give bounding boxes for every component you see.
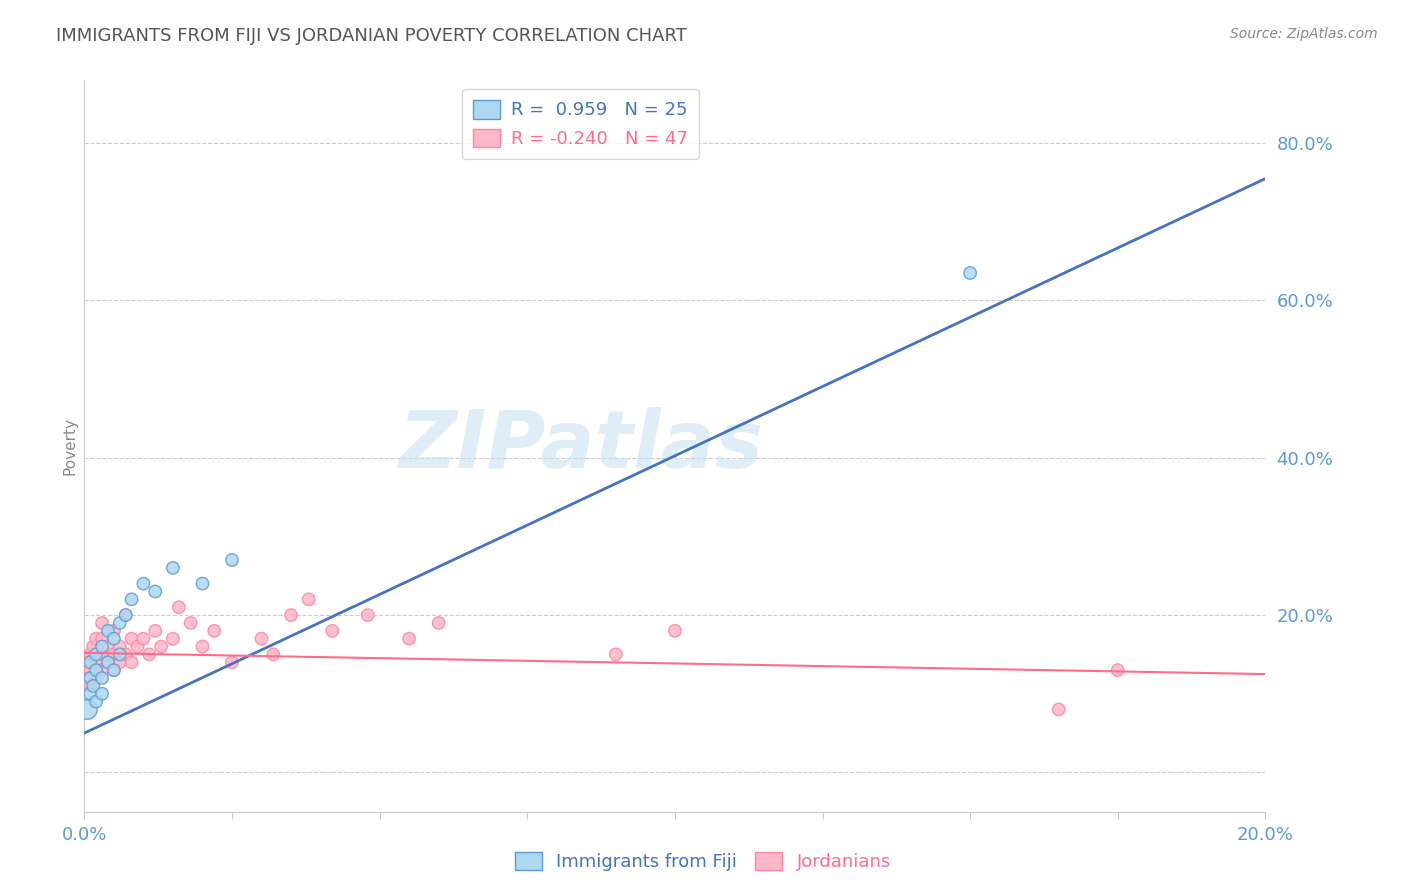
Point — [150, 640, 173, 654]
Point — [79, 663, 101, 677]
Point — [180, 615, 202, 630]
Point — [91, 615, 114, 630]
Point — [97, 655, 120, 669]
Point — [75, 671, 97, 685]
Point — [84, 671, 107, 685]
Point — [127, 640, 149, 654]
Point — [143, 624, 166, 638]
Point — [97, 640, 120, 654]
Point — [162, 632, 184, 646]
Point — [91, 640, 114, 654]
Point — [1107, 663, 1129, 677]
Point — [202, 624, 225, 638]
Point — [84, 655, 107, 669]
Point — [108, 640, 131, 654]
Point — [143, 584, 166, 599]
Point — [250, 632, 273, 646]
Point — [91, 687, 114, 701]
Point — [76, 702, 98, 716]
Point — [103, 648, 125, 662]
Point — [82, 679, 104, 693]
Point — [108, 648, 131, 662]
Point — [121, 592, 143, 607]
Point — [108, 615, 131, 630]
Point — [103, 663, 125, 677]
Text: ZIPatlas: ZIPatlas — [398, 407, 763, 485]
Point — [76, 655, 98, 669]
Point — [138, 648, 160, 662]
Point — [103, 663, 125, 677]
Point — [91, 671, 114, 685]
Point — [79, 687, 101, 701]
Point — [79, 648, 101, 662]
Point — [221, 655, 243, 669]
Point — [605, 648, 627, 662]
Point — [427, 615, 450, 630]
Legend: R =  0.959   N = 25, R = -0.240   N = 47: R = 0.959 N = 25, R = -0.240 N = 47 — [463, 89, 699, 159]
Point — [191, 640, 214, 654]
Point — [91, 648, 114, 662]
Legend: Immigrants from Fiji, Jordanians: Immigrants from Fiji, Jordanians — [508, 845, 898, 879]
Point — [132, 576, 155, 591]
Point — [298, 592, 321, 607]
Point — [398, 632, 420, 646]
Point — [97, 655, 120, 669]
Point — [91, 663, 114, 677]
Point — [84, 695, 107, 709]
Point — [103, 624, 125, 638]
Point — [84, 663, 107, 677]
Point — [167, 600, 190, 615]
Point — [108, 655, 131, 669]
Point — [79, 655, 101, 669]
Text: IMMIGRANTS FROM FIJI VS JORDANIAN POVERTY CORRELATION CHART: IMMIGRANTS FROM FIJI VS JORDANIAN POVERT… — [56, 27, 688, 45]
Y-axis label: Poverty: Poverty — [62, 417, 77, 475]
Point — [82, 640, 104, 654]
Point — [91, 632, 114, 646]
Point — [79, 679, 101, 693]
Point — [162, 561, 184, 575]
Point — [191, 576, 214, 591]
Text: Source: ZipAtlas.com: Source: ZipAtlas.com — [1230, 27, 1378, 41]
Point — [132, 632, 155, 646]
Point — [262, 648, 284, 662]
Point — [84, 648, 107, 662]
Point — [121, 655, 143, 669]
Point — [114, 608, 136, 623]
Point — [321, 624, 343, 638]
Point — [1047, 702, 1070, 716]
Point — [79, 671, 101, 685]
Point — [114, 648, 136, 662]
Point — [664, 624, 686, 638]
Point — [103, 632, 125, 646]
Point — [221, 553, 243, 567]
Point — [97, 624, 120, 638]
Point — [357, 608, 380, 623]
Point — [959, 266, 981, 280]
Point — [114, 608, 136, 623]
Point — [121, 632, 143, 646]
Point — [280, 608, 302, 623]
Point — [84, 632, 107, 646]
